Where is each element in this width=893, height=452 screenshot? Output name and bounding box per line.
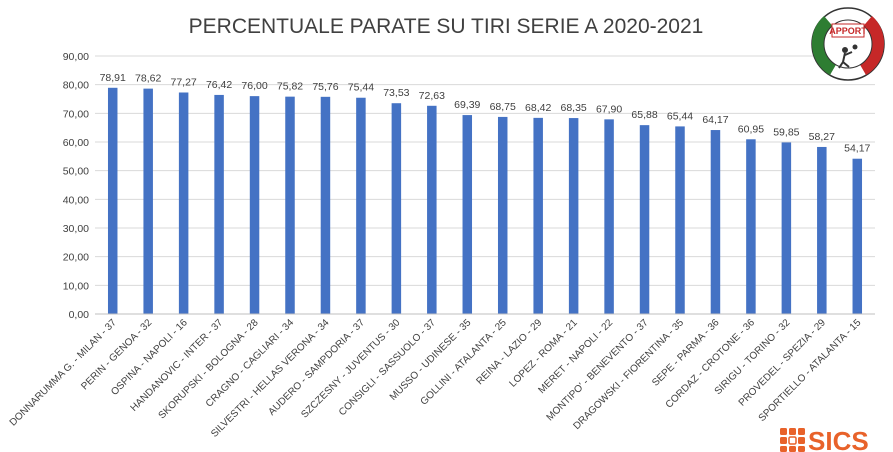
bar [781,142,792,314]
data-label: 54,17 [844,143,870,155]
bar [285,96,295,315]
data-label: 76,42 [206,79,232,91]
bar [639,125,650,314]
y-tick-label: 50,00 [63,166,89,178]
logo-text: APPORT [829,26,867,36]
y-tick-label: 70,00 [63,108,89,120]
bar [143,88,153,314]
data-label: 78,62 [135,73,161,85]
data-labels: 78,91 78,62 77,27 76,42 76,00 75,82 75,76 75,44… [100,72,871,155]
data-label: 77,27 [170,76,196,88]
bars [107,87,863,315]
data-label: 75,76 [312,81,338,93]
sics-brand: SICS [780,426,869,452]
y-axis-ticks: 0,00 10,00 20,00 30,00 40,00 50,00 60,00 70,00 8… [63,51,89,321]
x-tick-label: REINA - LAZIO - 29 [474,317,544,387]
data-label: 64,17 [702,114,728,126]
data-label: 75,82 [277,81,303,93]
bar [249,96,260,314]
bar [320,96,331,314]
bar [710,130,721,314]
y-tick-label: 0,00 [69,309,90,321]
bar [604,119,614,314]
data-label: 72,63 [419,90,445,102]
bar [391,103,402,315]
y-tick-label: 60,00 [63,137,89,149]
y-tick-label: 10,00 [63,280,89,292]
data-label: 58,27 [809,131,835,143]
chart-title: PERCENTUALE PARATE SU TIRI SERIE A 2020-… [189,15,704,38]
data-label: 75,44 [348,82,374,94]
y-tick-label: 40,00 [63,194,89,206]
bar [497,116,508,315]
y-tick-label: 80,00 [63,80,89,92]
data-label: 68,75 [490,101,516,113]
bar [356,97,366,314]
data-label: 68,42 [525,102,551,114]
bar [852,158,863,314]
y-tick-label: 20,00 [63,252,89,264]
bar [817,146,827,314]
y-tick-label: 90,00 [63,51,89,63]
data-label: 65,88 [631,109,657,121]
bar [107,87,118,314]
data-label: 73,53 [383,87,409,99]
data-label: 78,91 [100,72,126,84]
data-label: 69,39 [454,99,480,111]
bar [675,126,685,314]
bar [533,117,543,314]
data-label: 59,85 [773,126,799,138]
sics-brand-text: SICS [808,426,869,452]
bar [427,105,437,314]
bar [214,94,224,314]
bar [746,139,756,314]
data-label: 67,90 [596,103,622,115]
x-tick-label: SEPE - PARMA - 36 [650,317,722,389]
y-tick-label: 30,00 [63,223,89,235]
x-tick-label: LOPEZ - ROMA - 21 [508,317,581,390]
bar [178,92,189,314]
data-label: 65,44 [667,110,693,122]
data-label: 60,95 [738,123,764,135]
bar [462,115,473,314]
sics-grid-icon [780,428,805,452]
bar [568,118,579,315]
data-label: 76,00 [241,80,267,92]
apport-logo-icon: APPORT [811,7,885,81]
data-label: 68,35 [560,102,586,114]
gridlines [95,55,875,286]
